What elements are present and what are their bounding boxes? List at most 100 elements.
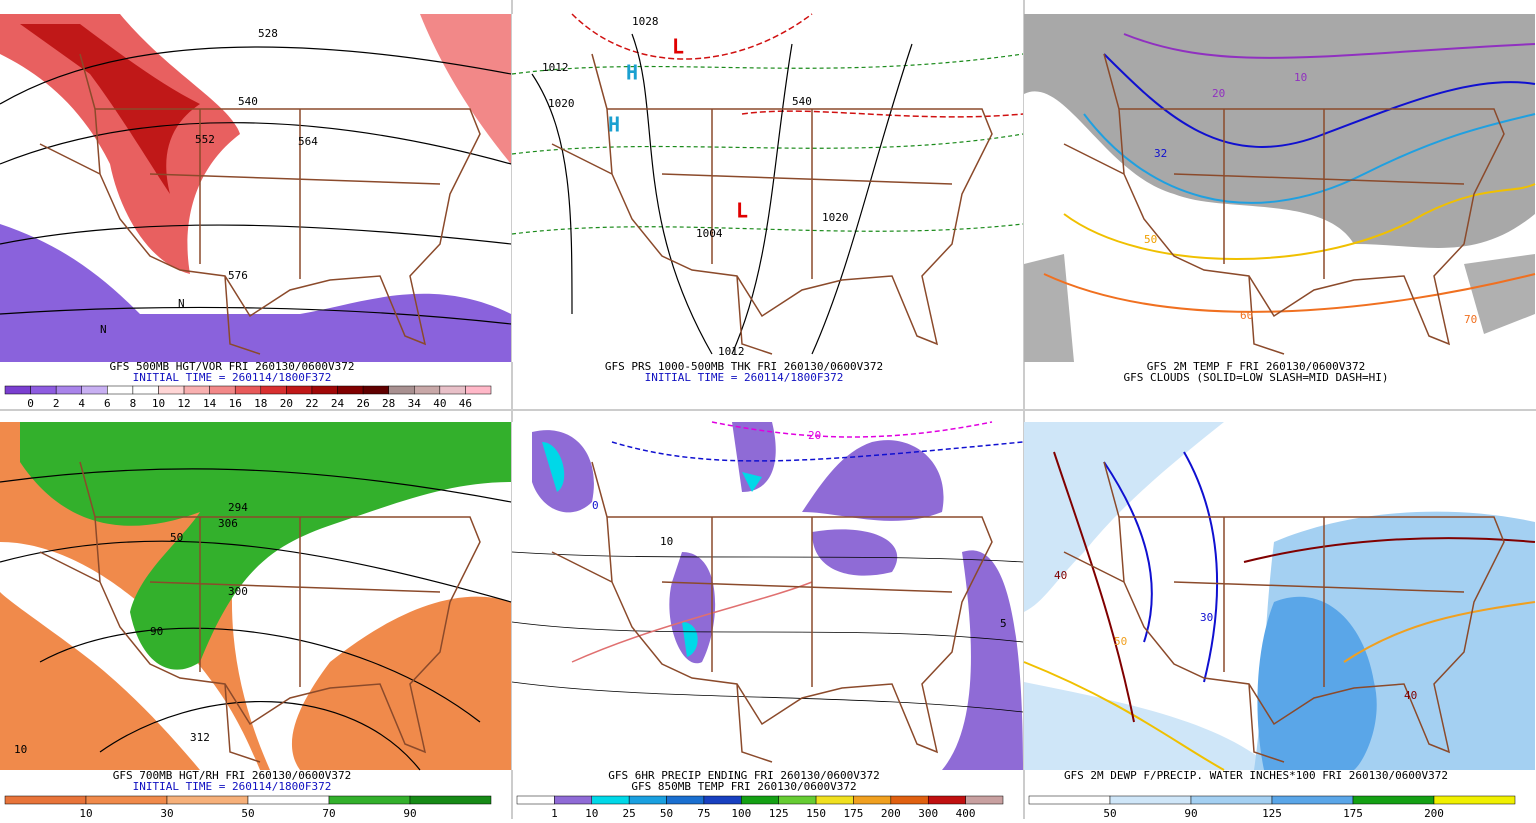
map-panel: 20 32 10 50 60 70: [1024, 14, 1536, 362]
contour-label: 1004: [696, 227, 723, 240]
contour-label: 90: [150, 625, 163, 638]
colorbar-label: 125: [1262, 807, 1282, 819]
colorbar-label: 10: [152, 397, 165, 410]
contour-label: 1012: [542, 61, 569, 74]
caption: INITIAL TIME = 260114/1800F372: [133, 371, 332, 384]
colorbar-swatch: [1190, 795, 1273, 805]
contour-label: N: [178, 297, 185, 310]
contour-label: 540: [792, 95, 812, 108]
colorbar-swatch: [247, 795, 330, 805]
colorbar-swatch: [183, 385, 210, 395]
colorbar-swatch: [741, 795, 779, 805]
colorbar-label: 24: [331, 397, 345, 410]
colorbar-swatch: [1028, 795, 1111, 805]
contour-label: 1012: [718, 345, 745, 358]
colorbar-label: 34: [408, 397, 422, 410]
caption: GFS PRS 1000-500MB THK FRI 260130/0600V3…: [605, 360, 883, 373]
contour-label: 540: [238, 95, 258, 108]
colorbar-swatch: [666, 795, 705, 805]
map-panel: 528 540 552 564 576 N N: [0, 14, 512, 362]
contour-label: 0: [592, 499, 599, 512]
contour-label: 300: [228, 585, 248, 598]
colorbar-label: 10: [79, 807, 92, 819]
colorbar-swatch: [409, 795, 492, 805]
contour-label: 10: [1294, 71, 1307, 84]
contour-label: 20: [808, 429, 821, 442]
colorbar-label: 26: [356, 397, 369, 410]
caption: GFS 500MB HGT/VOR FRI 260130/0600V372: [109, 360, 354, 373]
contour-label: 50: [1114, 635, 1127, 648]
colorbar-label: 46: [459, 397, 472, 410]
colorbar-label: 12: [177, 397, 190, 410]
colorbar-swatch: [286, 385, 313, 395]
colorbar-label: 175: [844, 807, 864, 819]
caption: GFS CLOUDS (SOLID=LOW SLASH=MID DASH=HI): [1124, 371, 1389, 384]
contour-label: 50: [1144, 233, 1157, 246]
colorbar-label: 125: [769, 807, 789, 819]
colorbar-label: 6: [104, 397, 111, 410]
colorbar-label: 175: [1343, 807, 1363, 819]
contour-label: 528: [258, 27, 278, 40]
map-panel: 1028 1012 1020 1020 1004 1012 540 L L H …: [511, 13, 1024, 362]
colorbar-label: 18: [254, 397, 267, 410]
caption: GFS 6HR PRECIP ENDING FRI 260130/0600V37…: [608, 769, 880, 782]
colorbar-label: 8: [130, 397, 137, 410]
map-panel: 40 30 50 40: [1023, 422, 1536, 771]
contour-label: 552: [195, 133, 215, 146]
colorbar-label: 75: [697, 807, 710, 819]
colorbar-swatch: [890, 795, 929, 805]
colorbar-swatch: [234, 385, 262, 395]
colorbar-swatch: [158, 385, 185, 395]
caption: GFS 700MB HGT/RH FRI 260130/0600V372: [113, 769, 351, 782]
colorbar-swatch: [1433, 795, 1516, 805]
colorbar-swatch: [703, 795, 742, 805]
colorbar-swatch: [209, 385, 236, 395]
colorbar-label: 150: [806, 807, 826, 819]
colorbar-label: 50: [660, 807, 673, 819]
colorbar-label: 400: [956, 807, 976, 819]
colorbar-label: 200: [881, 807, 901, 819]
map-panel: 10 20 5 0: [511, 421, 1024, 770]
contour-label: 70: [1464, 313, 1477, 326]
colorbar-swatch: [1271, 795, 1354, 805]
caption: GFS 850MB TEMP FRI 260130/0600V372: [631, 780, 856, 793]
contour-label: 312: [190, 731, 210, 744]
colorbar-label: 0: [27, 397, 34, 410]
pressure-low: L: [672, 35, 684, 59]
colorbar-swatch: [107, 385, 134, 395]
colorbar-label: 90: [1184, 807, 1197, 819]
colorbar-label: 30: [160, 807, 173, 819]
colorbar-swatch: [4, 385, 31, 395]
colorbar-swatch: [516, 795, 555, 805]
contour-label: 30: [1200, 611, 1213, 624]
caption: INITIAL TIME = 260114/1800F372: [645, 371, 844, 384]
colorbar-swatch: [853, 795, 892, 805]
colorbar-swatch: [778, 795, 817, 805]
colorbar-label: 28: [382, 397, 395, 410]
colorbar-swatch: [166, 795, 249, 805]
pressure-high: H: [608, 113, 620, 137]
caption: INITIAL TIME = 260114/1800F372: [133, 780, 332, 793]
colorbar-swatch: [815, 795, 854, 805]
contour-label: 32: [1154, 147, 1167, 160]
colorbar-label: 50: [1103, 807, 1116, 819]
colorbar-swatch: [465, 385, 492, 395]
colorbar-swatch: [1109, 795, 1192, 805]
pressure-high: H: [626, 61, 638, 85]
colorbar-label: 40: [433, 397, 446, 410]
contour-label: 10: [660, 535, 673, 548]
colorbar-label: 90: [403, 807, 416, 819]
contour-label: N: [100, 323, 107, 336]
colorbar-swatch: [132, 385, 159, 395]
colorbar-swatch: [260, 385, 287, 395]
colorbar-swatch: [311, 385, 338, 395]
contour-label: 1020: [822, 211, 849, 224]
colorbar-swatch: [965, 795, 1004, 805]
contour-label: 50: [170, 531, 183, 544]
colorbar-swatch: [927, 795, 966, 805]
contour-label: 576: [228, 269, 248, 282]
colorbar-label: 16: [229, 397, 242, 410]
contour-label: 306: [218, 517, 238, 530]
contour-label: 20: [1212, 87, 1225, 100]
